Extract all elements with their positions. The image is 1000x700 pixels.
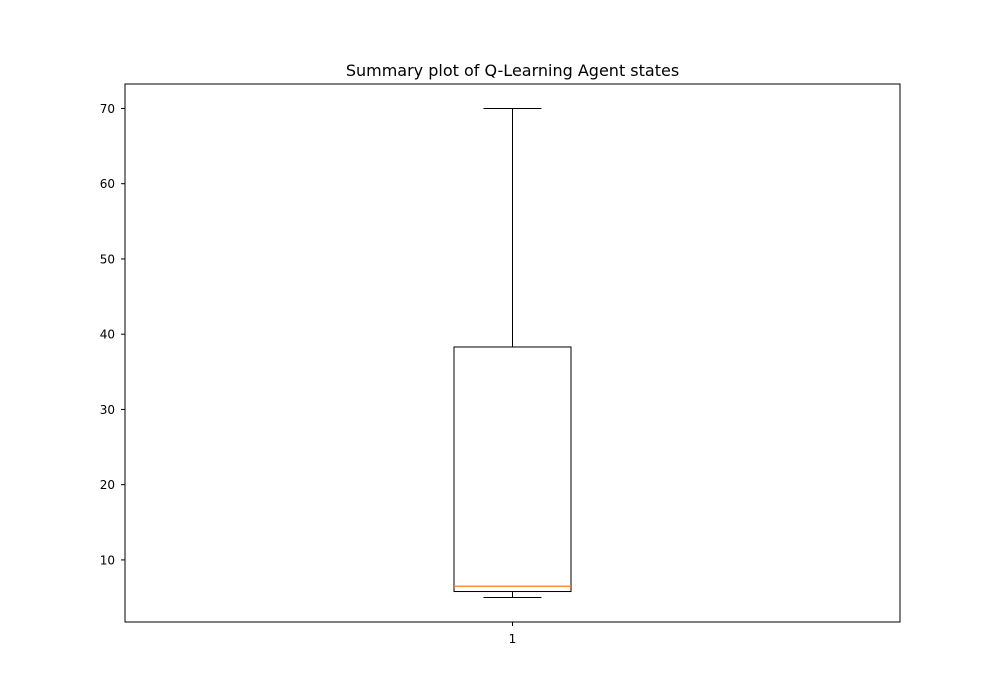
chart-title: Summary plot of Q-Learning Agent states (346, 61, 679, 80)
box-iqr (453, 346, 572, 593)
y-tick-label: 20 (100, 478, 115, 492)
y-tick-label: 60 (100, 177, 115, 191)
y-tick-label: 70 (100, 102, 115, 116)
y-tick-label: 30 (100, 403, 115, 417)
axes-frame (124, 83, 901, 623)
y-tick-label: 40 (100, 328, 115, 342)
y-tick-label: 10 (100, 553, 115, 567)
plot-area: 1 10 20 30 40 50 60 70 (100, 102, 572, 646)
x-tick-label: 1 (509, 632, 517, 646)
y-tick-label: 50 (100, 252, 115, 266)
